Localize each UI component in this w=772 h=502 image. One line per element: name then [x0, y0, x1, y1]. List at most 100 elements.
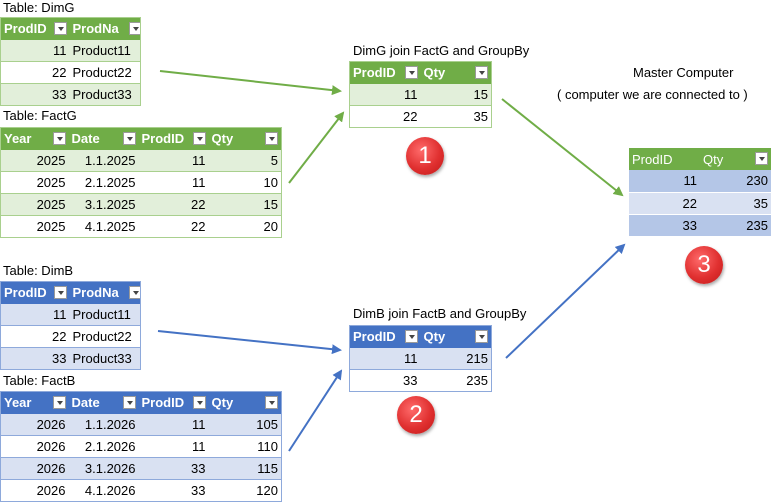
column-header-year[interactable]: Year — [0, 391, 69, 414]
table-cell[interactable]: 1.1.2025 — [68, 149, 139, 172]
table-header-row: Year Date ProdID Qty — [0, 127, 282, 150]
filter-dropdown-icon[interactable] — [122, 132, 136, 145]
column-header-prodid[interactable]: ProdID — [629, 148, 700, 170]
table-cell[interactable]: 11 — [138, 413, 209, 436]
table-cell[interactable]: 4.1.2025 — [68, 215, 139, 238]
arrow-join-b-to-master — [505, 243, 626, 359]
column-header-qty[interactable]: Qty — [208, 391, 282, 414]
table-cell[interactable]: 230 — [700, 170, 771, 193]
table-cell[interactable]: 11 — [0, 303, 70, 326]
table-cell[interactable]: Product22 — [69, 61, 141, 84]
table-cell[interactable]: 15 — [208, 193, 282, 216]
table-row: 11 215 — [349, 347, 492, 370]
table-header-row: Year Date ProdID Qty — [0, 391, 282, 414]
filter-dropdown-icon[interactable] — [265, 396, 278, 409]
filter-dropdown-icon[interactable] — [475, 330, 488, 343]
table-cell[interactable]: 2.1.2026 — [68, 435, 139, 458]
table-cell[interactable]: 2026 — [0, 479, 69, 502]
column-header-prodid[interactable]: ProdID — [138, 127, 209, 150]
column-header-qty[interactable]: Qty — [700, 148, 771, 170]
table-cell[interactable]: 33 — [138, 479, 209, 502]
table-cell[interactable]: 33 — [349, 369, 421, 392]
table-cell[interactable]: 22 — [0, 61, 70, 84]
column-header-prodid[interactable]: ProdID — [349, 325, 421, 348]
column-header-date[interactable]: Date — [68, 391, 139, 414]
table-cell[interactable]: 2025 — [0, 215, 69, 238]
column-header-qty[interactable]: Qty — [208, 127, 282, 150]
table-cell[interactable]: 11 — [138, 435, 209, 458]
column-header-qty[interactable]: Qty — [420, 61, 492, 84]
table-cell[interactable]: 115 — [208, 457, 282, 480]
table-cell[interactable]: 11 — [349, 347, 421, 370]
table-cell[interactable]: Product11 — [69, 303, 141, 326]
column-header-prodid[interactable]: ProdID — [138, 391, 209, 414]
table-cell[interactable]: 33 — [138, 457, 209, 480]
table-cell[interactable]: 2025 — [0, 171, 69, 194]
table-cell[interactable]: Product11 — [69, 39, 141, 62]
filter-dropdown-icon[interactable] — [53, 286, 67, 299]
filter-dropdown-icon[interactable] — [755, 152, 768, 165]
table-cell[interactable]: 22 — [349, 105, 421, 128]
table-cell[interactable]: 4.1.2026 — [68, 479, 139, 502]
table-cell[interactable]: 22 — [138, 215, 209, 238]
filter-dropdown-icon[interactable] — [129, 286, 141, 299]
table-cell[interactable]: 5 — [208, 149, 282, 172]
table-cell[interactable]: 235 — [700, 214, 771, 237]
table-cell[interactable]: 120 — [208, 479, 282, 502]
filter-dropdown-icon[interactable] — [192, 132, 206, 145]
table-cell[interactable]: 105 — [208, 413, 282, 436]
table-cell[interactable]: 2026 — [0, 413, 69, 436]
column-header-prodname[interactable]: ProdNa — [69, 281, 141, 304]
filter-dropdown-icon[interactable] — [122, 396, 136, 409]
table-cell[interactable]: 33 — [629, 214, 700, 237]
step-badge-2: 2 — [397, 396, 435, 434]
column-header-prodid[interactable]: ProdID — [0, 281, 70, 304]
table-cell[interactable]: 22 — [0, 325, 70, 348]
table-cell[interactable]: Product22 — [69, 325, 141, 348]
table-cell[interactable]: 33 — [0, 347, 70, 370]
table-cell[interactable]: 15 — [420, 83, 492, 106]
table-cell[interactable]: 35 — [420, 105, 492, 128]
filter-dropdown-icon[interactable] — [404, 330, 418, 343]
table-cell[interactable]: 11 — [138, 149, 209, 172]
table-cell[interactable]: 11 — [138, 171, 209, 194]
table-cell[interactable]: 33 — [0, 83, 70, 106]
filter-dropdown-icon[interactable] — [52, 396, 66, 409]
table-cell[interactable]: 3.1.2026 — [68, 457, 139, 480]
filter-dropdown-icon[interactable] — [53, 22, 67, 35]
table-cell[interactable]: Product33 — [69, 83, 141, 106]
column-header-prodid[interactable]: ProdID — [349, 61, 421, 84]
column-header-year[interactable]: Year — [0, 127, 69, 150]
column-header-qty[interactable]: Qty — [420, 325, 492, 348]
table-cell[interactable]: 2025 — [0, 149, 69, 172]
table-cell[interactable]: 235 — [420, 369, 492, 392]
filter-dropdown-icon[interactable] — [265, 132, 278, 145]
column-header-prodid[interactable]: ProdID — [0, 17, 70, 40]
filter-dropdown-icon[interactable] — [192, 396, 206, 409]
table-cell[interactable]: 35 — [700, 192, 771, 215]
table-cell[interactable]: 11 — [0, 39, 70, 62]
filter-dropdown-icon[interactable] — [475, 66, 488, 79]
table-cell[interactable]: 10 — [208, 171, 282, 194]
column-header-prodname[interactable]: ProdNa — [69, 17, 141, 40]
table-cell[interactable]: 1.1.2026 — [68, 413, 139, 436]
table-cell[interactable]: 11 — [349, 83, 421, 106]
table-cell[interactable]: 2.1.2025 — [68, 171, 139, 194]
master-table: ProdID Qty 11 230 22 35 33 235 — [629, 148, 771, 237]
factb-table: Year Date ProdID Qty 2026 1.1.2026 11 10… — [0, 391, 282, 502]
table-cell[interactable]: 11 — [629, 170, 700, 193]
column-header-date[interactable]: Date — [68, 127, 139, 150]
table-cell[interactable]: Product33 — [69, 347, 141, 370]
filter-dropdown-icon[interactable] — [129, 22, 141, 35]
table-cell[interactable]: 215 — [420, 347, 492, 370]
table-cell[interactable]: 110 — [208, 435, 282, 458]
table-cell[interactable]: 22 — [138, 193, 209, 216]
table-cell[interactable]: 2025 — [0, 193, 69, 216]
table-cell[interactable]: 20 — [208, 215, 282, 238]
filter-dropdown-icon[interactable] — [52, 132, 66, 145]
filter-dropdown-icon[interactable] — [404, 66, 418, 79]
table-cell[interactable]: 2026 — [0, 435, 69, 458]
table-cell[interactable]: 2026 — [0, 457, 69, 480]
table-cell[interactable]: 22 — [629, 192, 700, 215]
table-cell[interactable]: 3.1.2025 — [68, 193, 139, 216]
